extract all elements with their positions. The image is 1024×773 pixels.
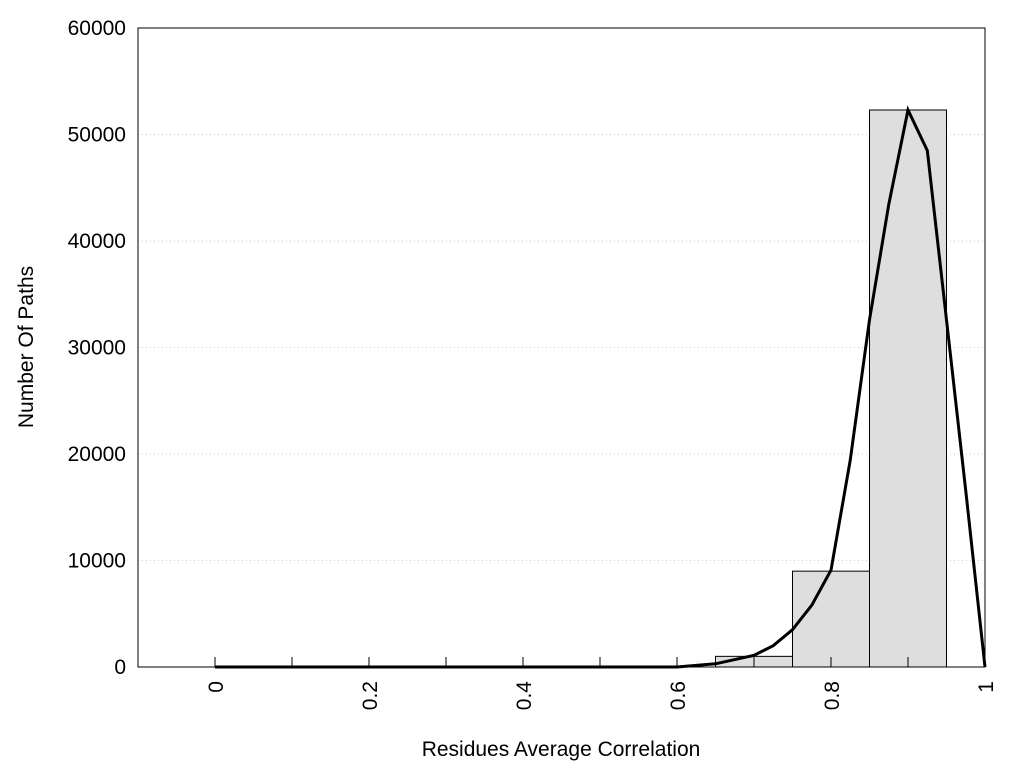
bars (715, 109, 947, 668)
x-tick-label: 0.8 (821, 681, 844, 710)
histogram-bar (792, 570, 870, 668)
y-tick-label: 60000 (68, 17, 126, 40)
y-tick-label: 10000 (68, 550, 126, 573)
y-tick-label: 0 (114, 656, 126, 679)
x-tick-label: 0.6 (667, 681, 690, 710)
y-axis: 0 10000 20000 30000 40000 50000 60000 (68, 17, 126, 679)
y-axis-label: Number Of Paths (15, 266, 38, 428)
histogram-bar (869, 109, 947, 668)
x-axis-label: Residues Average Correlation (422, 738, 701, 761)
density-curve (215, 105, 987, 669)
y-tick-label: 30000 (68, 337, 126, 360)
y-tick-label: 20000 (68, 443, 126, 466)
x-tick-label: 0.2 (359, 681, 382, 710)
x-tick-label: 1 (975, 681, 998, 693)
y-tick-label: 50000 (68, 124, 126, 147)
x-tick-label: 0 (205, 681, 228, 693)
x-axis: 0 0.2 0.4 0.6 0.8 1 (205, 657, 998, 710)
x-tick-label: 0.4 (513, 681, 536, 711)
gridlines (138, 134, 985, 561)
y-tick-label: 40000 (68, 230, 126, 253)
